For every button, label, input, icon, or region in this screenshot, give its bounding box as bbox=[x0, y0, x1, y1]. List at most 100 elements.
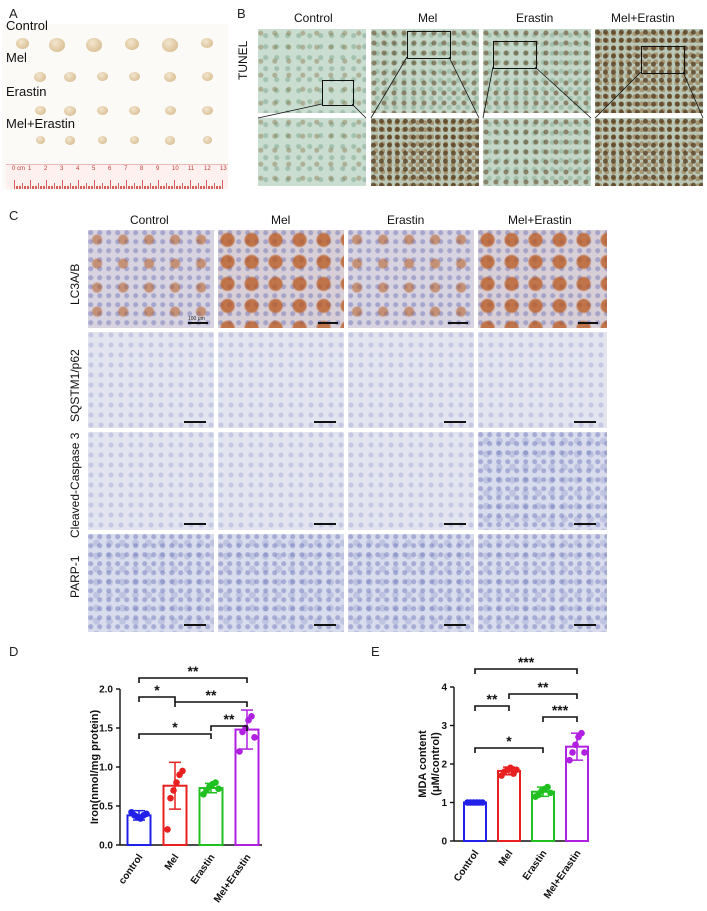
ruler-tick bbox=[121, 186, 123, 189]
ruler-tick bbox=[210, 186, 212, 189]
ruler-tick bbox=[137, 186, 139, 189]
ihc-col-erastin: Erastin bbox=[387, 213, 425, 227]
y-tick-label: 1.5 bbox=[99, 724, 113, 735]
category-label: Mel+Erastin bbox=[212, 852, 253, 905]
ruler-number: 8 bbox=[140, 166, 144, 172]
group-label-mel-erastin: Mel+Erastin bbox=[6, 116, 75, 131]
significance-bracket bbox=[210, 725, 248, 731]
category-label: Erastin bbox=[189, 852, 217, 886]
significance-bracket bbox=[138, 696, 176, 702]
tunel-col-mel: Mel bbox=[418, 11, 438, 25]
y-tick-label: 3 bbox=[441, 721, 447, 732]
ruler-tick bbox=[105, 186, 107, 189]
data-point bbox=[507, 764, 514, 772]
ruler-number: 12 bbox=[204, 166, 211, 172]
data-point bbox=[251, 734, 258, 741]
significance-bracket bbox=[474, 668, 578, 674]
bar bbox=[463, 801, 487, 842]
tumor-sample bbox=[128, 106, 140, 116]
ruler-tick bbox=[215, 186, 217, 189]
data-point bbox=[569, 749, 576, 756]
ruler-tick bbox=[174, 180, 175, 189]
tumor-sample bbox=[96, 106, 108, 116]
data-point bbox=[173, 779, 180, 786]
ruler-tick bbox=[54, 183, 55, 189]
ruler-tick bbox=[142, 180, 143, 189]
significance-label: ** bbox=[487, 691, 498, 707]
data-point bbox=[547, 789, 554, 797]
ruler-tick bbox=[161, 186, 163, 189]
y-tick-label: 4 bbox=[441, 683, 447, 694]
data-point bbox=[578, 729, 585, 737]
ruler-tick bbox=[95, 186, 97, 189]
data-point bbox=[248, 713, 255, 720]
ruler-number: 9 bbox=[156, 166, 160, 172]
tumor-sample bbox=[34, 106, 46, 116]
ruler-tick bbox=[87, 186, 89, 189]
ruler-tick bbox=[132, 186, 134, 189]
ruler-tick bbox=[94, 180, 95, 189]
category-label: control bbox=[117, 852, 146, 886]
ruler-tick bbox=[143, 186, 145, 189]
tunel-zoom-mel-erastin bbox=[595, 118, 703, 186]
ruler-tick bbox=[196, 186, 198, 189]
ruler-tick bbox=[126, 180, 127, 189]
ruler-tick bbox=[89, 186, 91, 189]
tumor-sample bbox=[162, 38, 178, 52]
ruler-tick bbox=[151, 186, 153, 189]
ruler-tick bbox=[55, 186, 57, 189]
ruler-tick bbox=[98, 186, 100, 189]
tumor-sample bbox=[202, 136, 212, 144]
category-label: Control bbox=[452, 848, 482, 884]
ruler-tick bbox=[92, 186, 94, 189]
ihc-lc3-control: 100 μm bbox=[88, 230, 214, 328]
ruler-tick bbox=[58, 186, 60, 189]
ruler-tick bbox=[178, 186, 180, 189]
ruler-tick bbox=[102, 183, 103, 189]
ihc-row-label-caspase3: Cleaved-Caspase 3 bbox=[68, 432, 82, 538]
data-point bbox=[212, 779, 219, 786]
iron-chart: 0.0 0.5 1.0 1.5 2.0 Iron(nmol/mg protein) cont… bbox=[89, 663, 262, 905]
ruler-tick bbox=[38, 183, 39, 189]
ruler-tick bbox=[148, 186, 150, 189]
ruler-tick bbox=[25, 186, 27, 189]
category-label: Erastin bbox=[521, 848, 549, 882]
mda-chart: 0 1 2 3 4 MDA content (μM/control) Control Mel Er… bbox=[417, 654, 589, 901]
y-tick-label: 0.5 bbox=[99, 802, 113, 813]
ruler-tick bbox=[207, 186, 209, 189]
data-point bbox=[566, 756, 573, 764]
ruler-tick bbox=[140, 186, 142, 189]
ihc-col-control: Control bbox=[130, 213, 169, 227]
ruler-tick bbox=[220, 186, 222, 189]
tumor-sample bbox=[49, 38, 65, 52]
ruler-tick bbox=[118, 183, 119, 189]
ihc-col-mel: Mel bbox=[271, 213, 291, 227]
tumor-sample bbox=[129, 136, 139, 144]
ruler-tick bbox=[206, 180, 207, 189]
ruler-tick bbox=[39, 186, 41, 189]
ruler-tick bbox=[23, 186, 25, 189]
tumor-sample bbox=[164, 106, 176, 116]
group-label-erastin: Erastin bbox=[6, 84, 47, 99]
panel-letter-b: B bbox=[237, 6, 246, 21]
ruler-tick bbox=[129, 186, 131, 189]
ruler-tick bbox=[170, 186, 172, 189]
ruler-tick bbox=[84, 186, 86, 189]
significance-label: * bbox=[506, 733, 512, 749]
data-point bbox=[164, 826, 171, 833]
ruler-tick bbox=[20, 186, 22, 189]
tumor-sample bbox=[125, 38, 139, 50]
bar bbox=[497, 769, 521, 842]
ruler-tick bbox=[172, 186, 174, 189]
tunel-col-erastin: Erastin bbox=[516, 11, 554, 25]
ruler-tick bbox=[119, 186, 121, 189]
ruler-tick bbox=[14, 180, 15, 189]
significance-bracket bbox=[138, 733, 212, 739]
ruler-tick bbox=[42, 186, 44, 189]
ruler-tick bbox=[110, 180, 111, 189]
significance-label: ** bbox=[224, 711, 235, 727]
ruler-tick bbox=[199, 186, 201, 189]
ruler-zero-label: 0 cm bbox=[12, 166, 26, 172]
scale-label: 100 μm bbox=[188, 316, 205, 322]
significance-label: *** bbox=[552, 702, 569, 718]
